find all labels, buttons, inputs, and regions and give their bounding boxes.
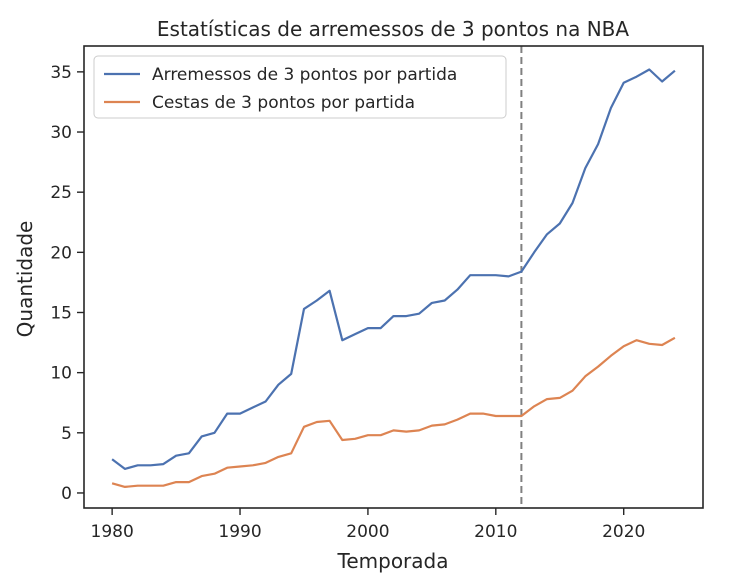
y-tick-label: 25 [50, 183, 72, 203]
x-tick-label: 1990 [218, 522, 261, 542]
y-tick-label: 15 [50, 303, 72, 323]
x-tick-label: 2020 [602, 522, 645, 542]
chart-title: Estatísticas de arremessos de 3 pontos n… [157, 17, 629, 41]
axis-ticks: 1980 1990 2000 2010 2020 0 5 10 15 20 25 30 35 [50, 63, 645, 542]
plot-frame [83, 45, 704, 509]
x-tick-label: 2010 [474, 522, 517, 542]
y-tick-label: 10 [50, 364, 72, 384]
x-axis-label: Temporada [337, 549, 449, 573]
y-axis-label: Quantidade [13, 221, 37, 338]
x-tick-label: 2000 [346, 522, 389, 542]
x-tick-label: 1980 [91, 522, 134, 542]
y-tick-label: 30 [50, 123, 72, 143]
legend-box [93, 55, 507, 119]
plot-area [83, 45, 704, 509]
y-tick-label: 5 [61, 424, 72, 444]
y-tick-label: 20 [50, 243, 72, 263]
legend-label-1: Arremessos de 3 pontos por partida [152, 65, 457, 85]
legend: Arremessos de 3 pontos por partida Cestas… [93, 55, 507, 119]
series-line-2 [111, 336, 676, 488]
y-tick-label: 35 [50, 63, 72, 83]
legend-label-2: Cestas de 3 pontos por partida [152, 93, 415, 113]
y-tick-label: 0 [61, 484, 72, 504]
series-line-1 [111, 68, 676, 470]
